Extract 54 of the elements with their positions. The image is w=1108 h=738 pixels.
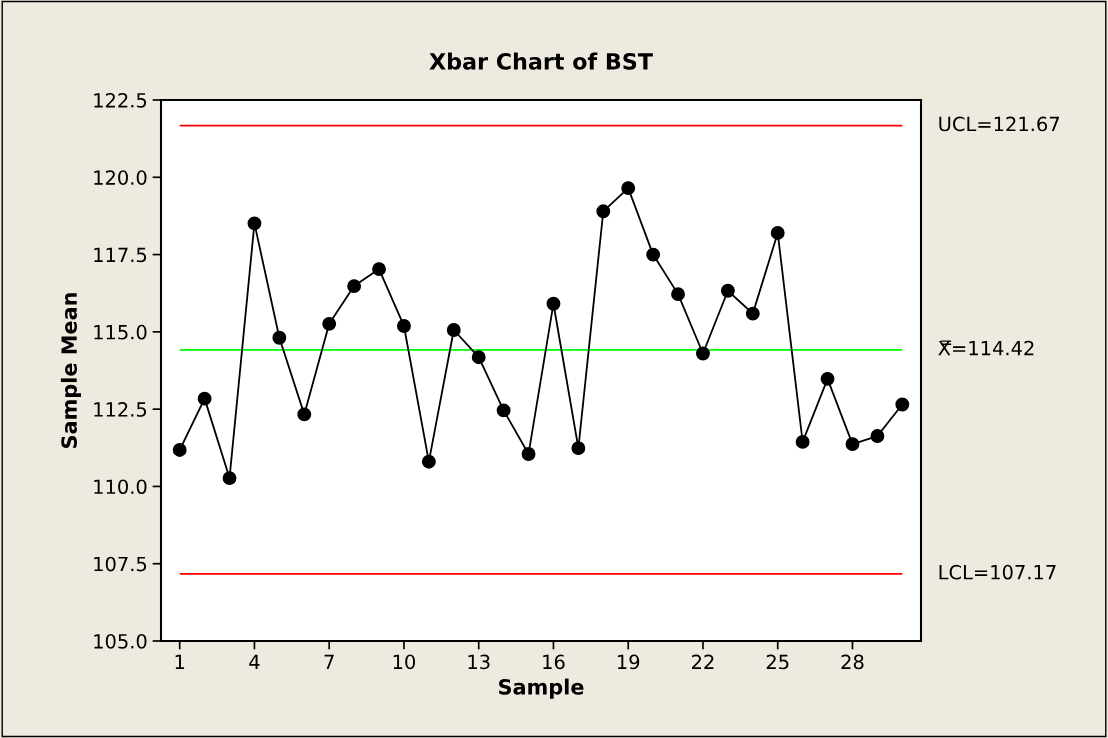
x-tick-label: 22 — [692, 654, 714, 669]
point — [421, 454, 436, 469]
point — [222, 471, 237, 486]
y-tick-label: 115.0 — [94, 324, 147, 340]
point — [272, 330, 287, 345]
point — [646, 247, 661, 262]
point — [671, 287, 685, 302]
x-tick-label: 19 — [617, 654, 640, 670]
point — [521, 447, 536, 461]
y-tick-label: 117.5 — [94, 247, 147, 263]
point — [870, 429, 885, 443]
x-tick-label: 7 — [324, 654, 334, 669]
point — [197, 391, 212, 406]
x-tick-label: 25 — [766, 654, 789, 670]
point — [446, 323, 461, 337]
point — [720, 283, 735, 298]
x-tick-label: 1 — [175, 654, 185, 669]
point — [297, 407, 312, 422]
point — [770, 225, 785, 240]
chart-title: Xbar Chart of BST — [429, 52, 653, 70]
point — [471, 350, 486, 365]
y-tick-label: 110.0 — [94, 479, 147, 495]
point — [571, 441, 586, 456]
point — [745, 306, 760, 321]
ref-line-label: LCL=107.17 — [939, 564, 1056, 580]
point — [347, 279, 362, 294]
x-tick-label: 10 — [393, 654, 416, 670]
point — [172, 443, 187, 457]
x-tick-label: 13 — [468, 654, 490, 670]
point — [895, 397, 910, 412]
y-tick-label: 107.5 — [94, 556, 147, 572]
point — [596, 204, 611, 219]
point — [322, 316, 337, 331]
point — [546, 296, 561, 311]
y-tick-label: 122.5 — [94, 92, 147, 108]
point — [795, 434, 810, 449]
x-axis-title: Sample — [499, 678, 584, 699]
y-tick-label: 112.5 — [94, 402, 147, 417]
point — [820, 371, 835, 386]
y-tick-label: 120.0 — [94, 170, 147, 185]
x-tick-label: 28 — [841, 654, 864, 670]
point — [372, 262, 386, 277]
x-tick-label: 4 — [249, 654, 260, 669]
point — [397, 319, 411, 333]
ref-line-label: X̿=114.42 — [938, 340, 1034, 356]
point — [696, 346, 710, 361]
y-tick-label: 105.0 — [94, 633, 147, 649]
point — [845, 437, 860, 452]
point — [496, 403, 511, 418]
ref-line-label: UCL=121.67 — [939, 116, 1059, 132]
point — [247, 216, 262, 231]
y-axis-title: Sample Mean — [60, 293, 82, 448]
point — [621, 181, 636, 196]
x-tick-label: 16 — [543, 654, 565, 670]
